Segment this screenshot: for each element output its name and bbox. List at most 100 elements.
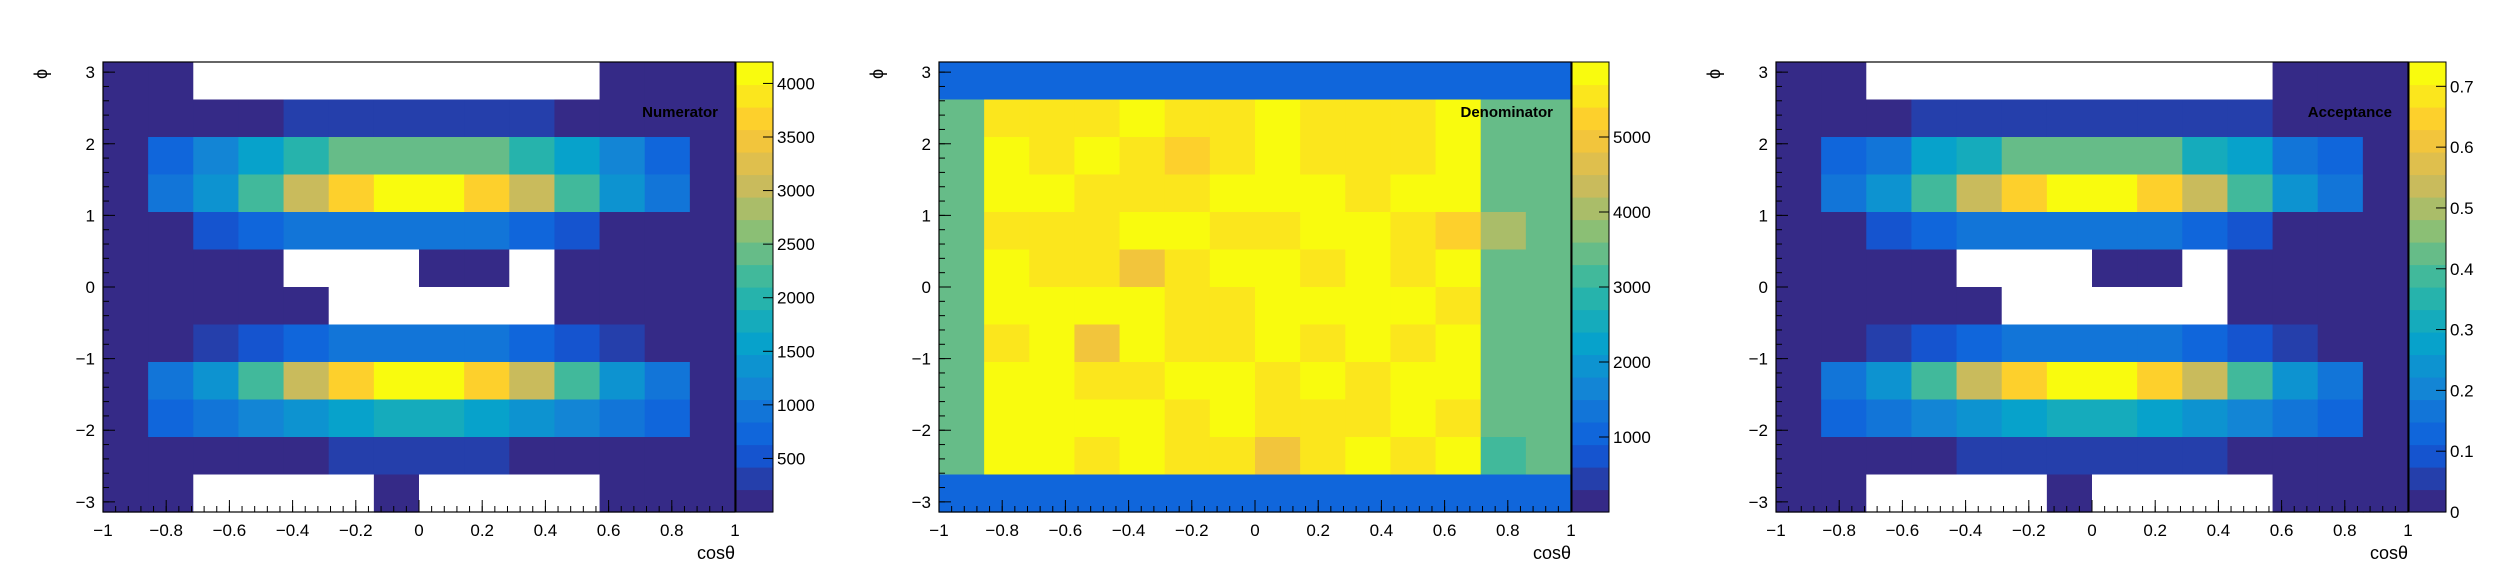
- heatmap-cell: [328, 137, 375, 176]
- heatmap-cell: [238, 437, 285, 476]
- heatmap-cell: [1029, 324, 1076, 363]
- heatmap-cell: [1776, 437, 1822, 476]
- heatmap-cell: [2182, 212, 2229, 251]
- color-bar-step: [736, 309, 773, 333]
- histogram-name-label: Acceptance: [2308, 104, 2392, 121]
- heatmap-cell: [1390, 399, 1437, 438]
- heatmap-cell: [509, 249, 556, 288]
- heatmap-cell: [1525, 437, 1572, 476]
- heatmap-cell: [1164, 287, 1211, 326]
- heatmap-cell: [2317, 399, 2364, 438]
- heatmap-cell: [2317, 249, 2364, 288]
- heatmap-cell: [1956, 62, 2003, 101]
- heatmap-cell: [1776, 399, 1822, 438]
- heatmap-cell: [2092, 212, 2138, 251]
- heatmap-cell: [1776, 249, 1822, 288]
- heatmap-cell: [1300, 174, 1346, 213]
- heatmap-cell: [599, 212, 646, 251]
- heatmap-cell: [2001, 137, 2048, 176]
- heatmap-cell: [1866, 324, 1913, 363]
- color-bar-step: [1572, 197, 1609, 221]
- heatmap-cell: [644, 362, 691, 401]
- heatmap-cell: [689, 174, 736, 213]
- heatmap-cell: [2317, 287, 2364, 326]
- heatmap-cell: [2092, 474, 2138, 513]
- heatmap-cell: [599, 174, 646, 213]
- x-tick-label: 0.6: [597, 521, 621, 540]
- heatmap-cell: [1866, 287, 1913, 326]
- heatmap-cell: [193, 249, 240, 288]
- color-bar-step: [2409, 84, 2446, 108]
- heatmap-cell: [1029, 137, 1076, 176]
- heatmap-cell: [2092, 324, 2138, 363]
- heatmap-cell: [644, 137, 691, 176]
- color-bar-tick-label: 4000: [777, 74, 815, 93]
- heatmap-cell: [644, 287, 691, 326]
- heatmap-cell: [1345, 174, 1392, 213]
- heatmap-cell: [103, 62, 149, 101]
- heatmap-cell: [2137, 362, 2183, 401]
- heatmap-cell: [1164, 399, 1211, 438]
- heatmap-cell: [148, 362, 194, 401]
- x-tick-label: −0.6: [213, 521, 247, 540]
- color-bar-tick-label: 500: [777, 449, 805, 468]
- heatmap-cell: [1866, 437, 1913, 476]
- heatmap-cell: [1345, 474, 1392, 513]
- y-tick-label: 2: [86, 135, 95, 154]
- heatmap-cell: [1074, 437, 1121, 476]
- y-tick-label: 0: [86, 278, 95, 297]
- heatmap-cell: [2272, 174, 2319, 213]
- heatmap-cell: [2092, 174, 2138, 213]
- x-tick-label: −1: [1766, 521, 1785, 540]
- heatmap-cell: [193, 399, 240, 438]
- heatmap-cell: [1119, 474, 1166, 513]
- x-tick-label: −1: [93, 521, 112, 540]
- heatmap-cell: [2001, 174, 2048, 213]
- color-bar-step: [1572, 467, 1609, 491]
- heatmap-cell: [1345, 437, 1392, 476]
- heatmap-cell: [2046, 287, 2093, 326]
- y-axis-title: ϕ: [1704, 69, 1724, 79]
- heatmap-cell: [1480, 399, 1527, 438]
- heatmap-cell: [2182, 137, 2229, 176]
- heatmap-cell: [2137, 99, 2183, 138]
- heatmap-cell: [2362, 249, 2409, 288]
- heatmap-cell: [464, 62, 510, 101]
- x-tick-label: 1: [730, 521, 739, 540]
- heatmap-cell: [2272, 474, 2319, 513]
- heatmap-cell: [1300, 99, 1346, 138]
- y-tick-label: 1: [1759, 206, 1768, 225]
- heatmap-cell: [238, 99, 285, 138]
- color-bar-step: [2409, 354, 2446, 378]
- heatmap-cell: [1911, 137, 1958, 176]
- heatmap-cell: [554, 324, 601, 363]
- heatmap-cell: [644, 399, 691, 438]
- heatmap-cell: [238, 137, 285, 176]
- heatmap-cell: [1119, 399, 1166, 438]
- heatmap-cell: [1074, 137, 1121, 176]
- heatmap-cell: [2182, 324, 2229, 363]
- heatmap-cell: [2272, 137, 2319, 176]
- heatmap-cell: [1390, 212, 1437, 251]
- heatmap-cell: [1345, 362, 1392, 401]
- heatmap-cell: [419, 399, 465, 438]
- heatmap-cell: [1525, 99, 1572, 138]
- heatmap-cell: [554, 399, 601, 438]
- x-tick-label: −0.4: [1949, 521, 1983, 540]
- heatmap-cell: [1119, 62, 1166, 101]
- heatmap-cell: [1435, 99, 1482, 138]
- heatmap-cell: [2362, 324, 2409, 363]
- y-tick-label: 0: [1759, 278, 1768, 297]
- heatmap-cell: [554, 362, 601, 401]
- heatmap-cell: [1300, 362, 1346, 401]
- heatmap-cell: [689, 362, 736, 401]
- color-bar-step: [2409, 287, 2446, 311]
- heatmap-cell: [599, 249, 646, 288]
- heatmap-cell: [1164, 137, 1211, 176]
- heatmap-cell: [283, 174, 330, 213]
- heatmap-cell: [1776, 324, 1822, 363]
- heatmap-cell: [1776, 362, 1822, 401]
- heatmap-cell: [2182, 474, 2229, 513]
- color-bar-step: [736, 332, 773, 356]
- heatmap-cell: [1956, 474, 2003, 513]
